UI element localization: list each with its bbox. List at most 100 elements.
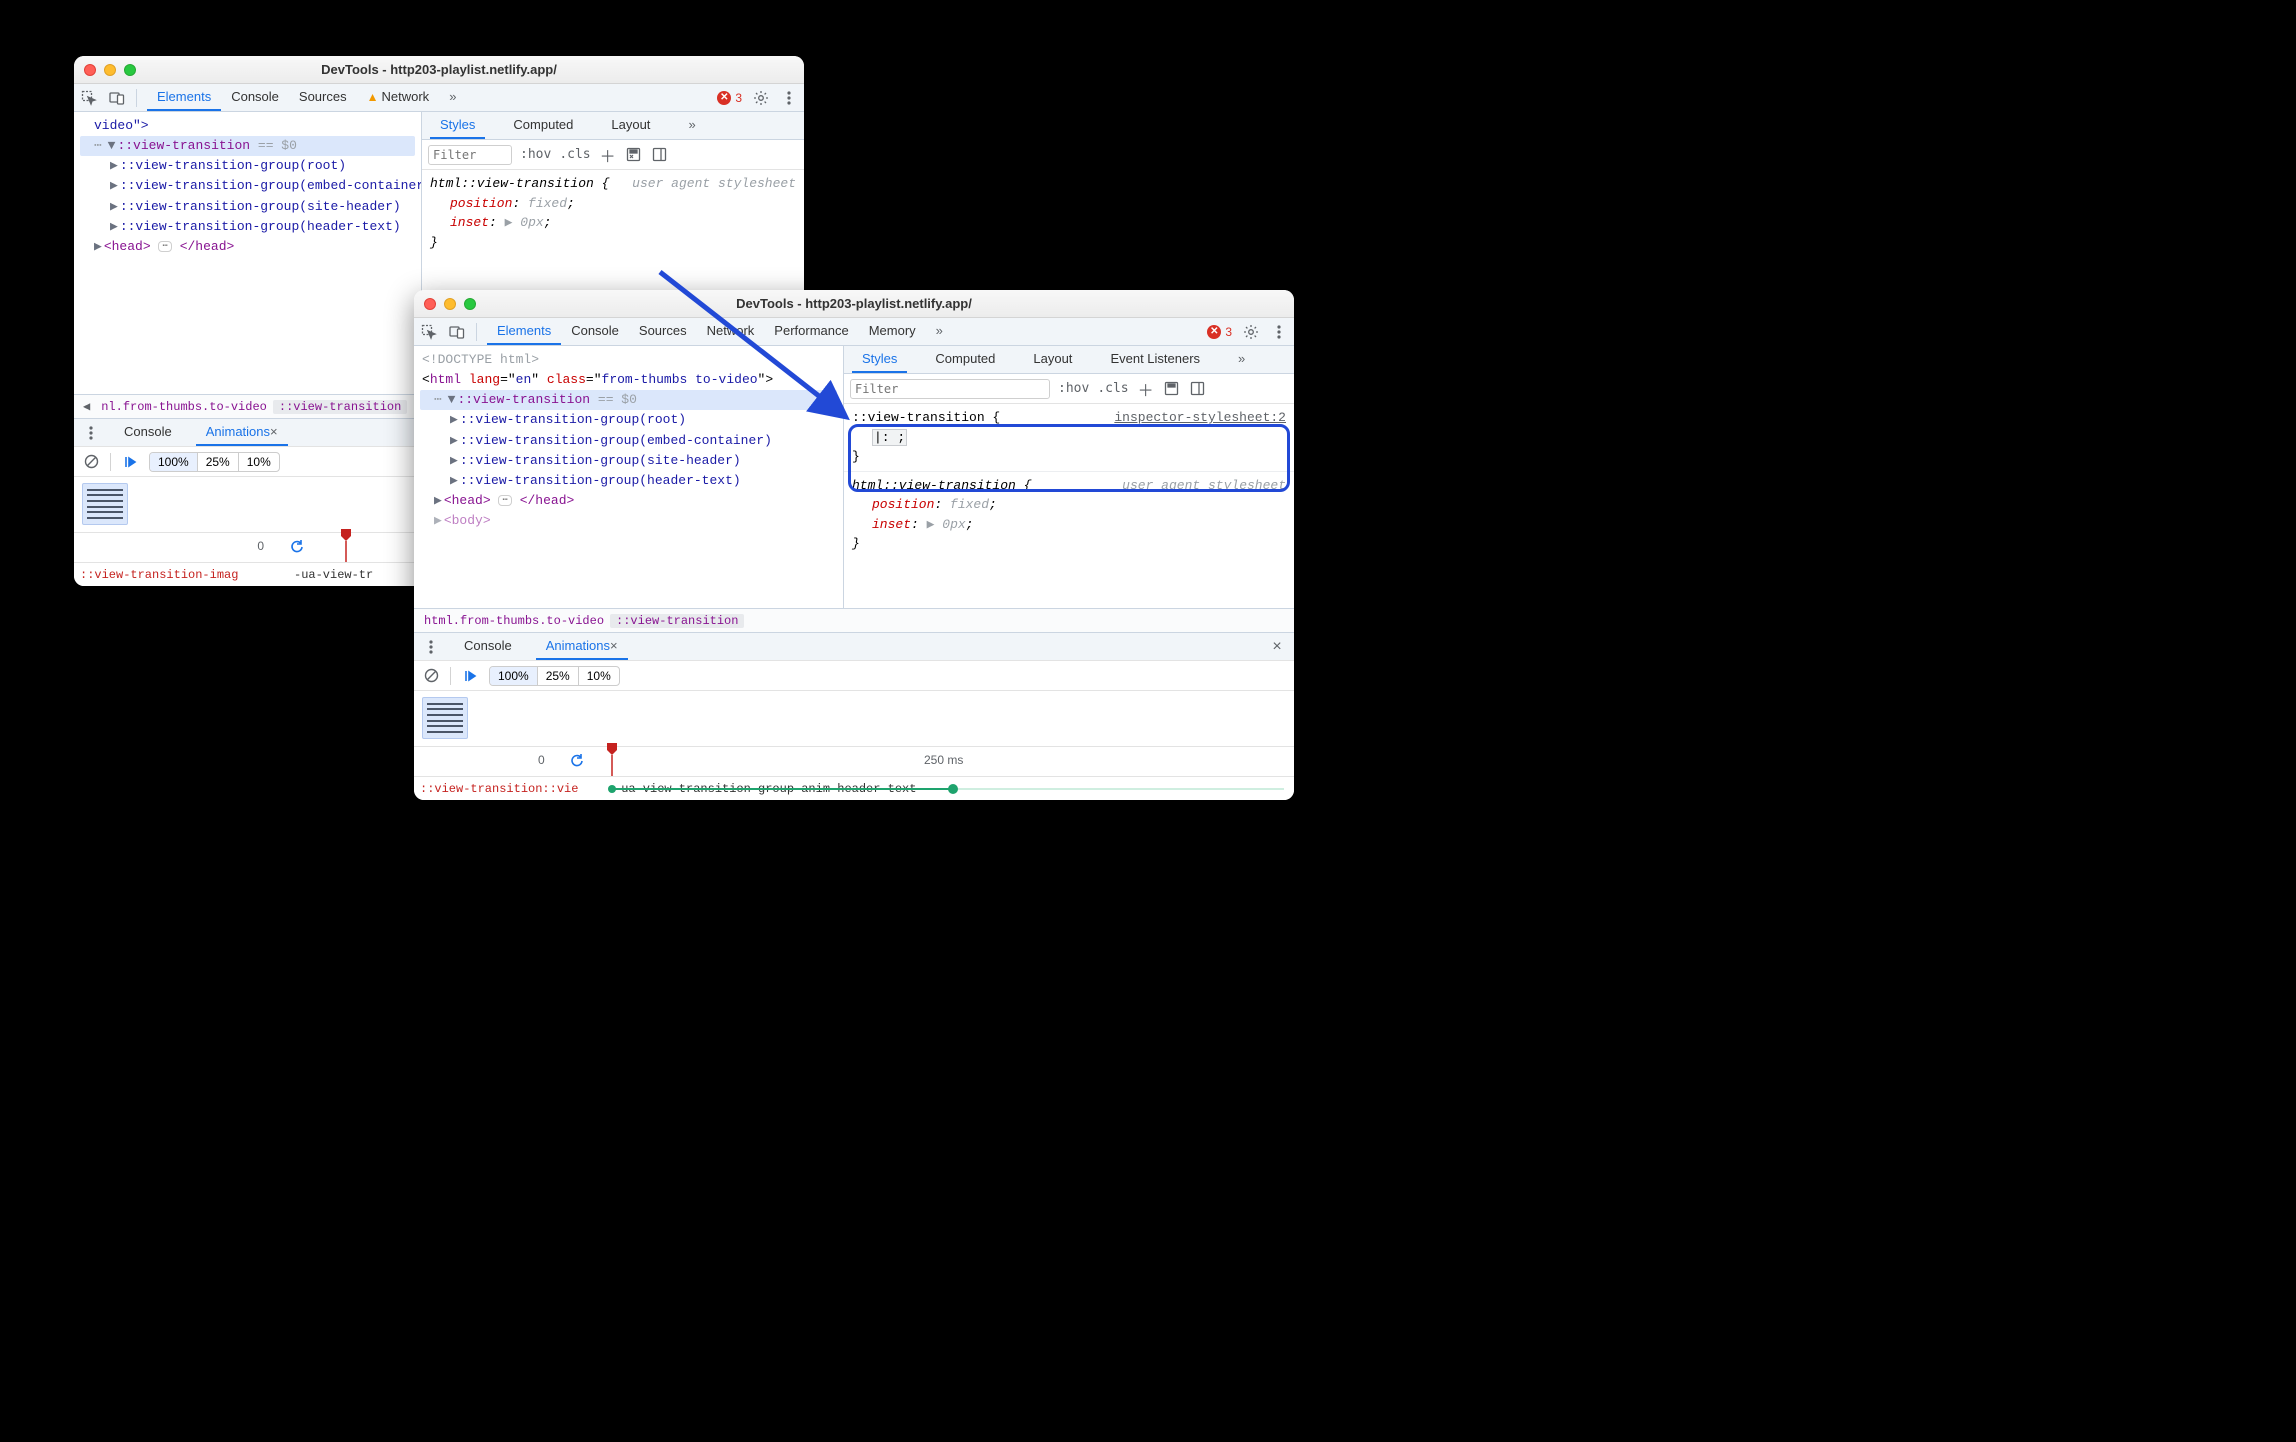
drawer-tab-animations[interactable]: Animations × [536,633,628,660]
rule-source-link[interactable]: inspector-stylesheet:2 [1114,408,1286,428]
inspect-element-icon[interactable] [420,323,438,341]
pause-resume-icon[interactable] [121,453,139,471]
tab-elements[interactable]: Elements [487,318,561,345]
tabs-overflow[interactable]: » [926,318,953,345]
speed-100[interactable]: 100% [150,453,198,471]
tabs-overflow[interactable]: » [439,84,466,111]
css-rule[interactable]: html::view-transition { user agent style… [422,170,804,256]
tab-sources[interactable]: Sources [629,318,697,345]
sidebar-tab-listeners[interactable]: Event Listeners [1100,346,1210,373]
breadcrumb[interactable]: html.from-thumbs.to-video ::view-transit… [414,608,1294,632]
dom-node[interactable]: ▶::view-transition-group(header-text) [80,217,415,237]
hov-toggle[interactable]: :hov [520,147,551,162]
animation-group-thumb[interactable] [82,483,128,525]
device-toolbar-icon[interactable] [448,323,466,341]
anim-track[interactable] [612,788,1284,790]
speed-100[interactable]: 100% [490,667,538,685]
crumb-scroll-left-icon[interactable]: ◀ [78,399,95,414]
dom-tree[interactable]: <!DOCTYPE html> <html lang="en" class="f… [414,346,844,608]
tab-elements[interactable]: Elements [147,84,221,111]
tab-console[interactable]: Console [221,84,289,111]
settings-icon[interactable] [1242,323,1260,341]
animation-row[interactable]: ::view-transition::vie -ua-view-transiti… [414,776,1294,800]
animation-groups[interactable] [414,690,1294,746]
sidebar-tab-styles[interactable]: Styles [852,346,907,373]
css-inspector-rule[interactable]: ::view-transition { inspector-stylesheet… [844,404,1294,472]
dom-node[interactable]: ▶::view-transition-group(embed-container… [80,176,415,196]
drawer-tab-animations[interactable]: Animations × [196,419,288,446]
timeline[interactable]: 0 250 ms [414,746,1294,776]
dom-node[interactable]: ▶::view-transition-group(root) [80,156,415,176]
crumb-item[interactable]: html.from-thumbs.to-video [418,614,610,628]
speed-10[interactable]: 10% [239,453,279,471]
computed-styles-icon[interactable] [1163,380,1181,398]
toggle-sidebar-icon[interactable] [651,146,669,164]
kebab-menu-icon[interactable] [780,89,798,107]
animation-group-thumb[interactable] [422,697,468,739]
dom-node[interactable]: ▶::view-transition-group(header-text) [420,471,837,491]
dom-node-head[interactable]: ▶<head> ⋯ </head> [80,237,415,257]
sidebar-tabs-overflow[interactable]: » [678,112,705,139]
inspect-element-icon[interactable] [80,89,98,107]
error-counter[interactable]: ✕ 3 [717,91,742,105]
styles-filter-input[interactable] [428,145,512,165]
crumb-item[interactable]: nl.from-thumbs.to-video [95,400,273,414]
tab-console[interactable]: Console [561,318,629,345]
hov-toggle[interactable]: :hov [1058,381,1089,396]
kebab-menu-icon[interactable] [1270,323,1288,341]
speed-25[interactable]: 25% [198,453,239,471]
tab-network[interactable]: Network [697,318,765,345]
close-tab-icon[interactable]: × [610,638,618,653]
playback-speed[interactable]: 100% 25% 10% [489,666,620,686]
clear-icon[interactable] [82,453,100,471]
sidebar-tab-styles[interactable]: Styles [430,112,485,139]
anim-name: -ua-view-tr [264,568,373,582]
dom-node[interactable]: ▶::view-transition-group(root) [420,410,837,430]
crumb-item-active[interactable]: ::view-transition [273,400,407,414]
cls-toggle[interactable]: .cls [1097,381,1128,396]
dom-selected-node[interactable]: ⋯ ▼::view-transition == $0 [420,390,837,410]
dom-node-body[interactable]: ▶<body> [420,511,837,531]
tab-sources[interactable]: Sources [289,84,357,111]
dom-node[interactable]: ▶::view-transition-group(site-header) [420,451,837,471]
tab-performance[interactable]: Performance [764,318,858,345]
dom-selected-node[interactable]: ⋯ ▼::view-transition == $0 [80,136,415,156]
replay-icon[interactable] [288,537,306,555]
cls-toggle[interactable]: .cls [559,147,590,162]
sidebar-tab-computed[interactable]: Computed [503,112,583,139]
drawer-tab-console[interactable]: Console [114,419,182,446]
replay-icon[interactable] [568,751,586,769]
drawer-tab-console[interactable]: Console [454,633,522,660]
sidebar-tab-layout[interactable]: Layout [1023,346,1082,373]
dom-node-head[interactable]: ▶<head> ⋯ </head> [420,491,837,511]
clear-icon[interactable] [422,667,440,685]
new-rule-icon[interactable]: ＋ [1137,380,1155,398]
sidebar-tab-computed[interactable]: Computed [925,346,1005,373]
speed-25[interactable]: 25% [538,667,579,685]
settings-icon[interactable] [752,89,770,107]
toggle-sidebar-icon[interactable] [1189,380,1207,398]
pause-resume-icon[interactable] [461,667,479,685]
dom-tree[interactable]: video"> ⋯ ▼::view-transition == $0 ▶::vi… [74,112,422,394]
dom-node[interactable]: ▶::view-transition-group(site-header) [80,197,415,217]
tab-network[interactable]: ▲Network [357,84,440,111]
device-toolbar-icon[interactable] [108,89,126,107]
dom-node[interactable]: ▶::view-transition-group(embed-container… [420,431,837,451]
close-tab-icon[interactable]: × [270,424,278,439]
dom-html-tag[interactable]: <html lang="en" class="from-thumbs to-vi… [420,370,837,390]
playback-speed[interactable]: 100% 25% 10% [149,452,280,472]
styles-filter-input[interactable] [850,379,1050,399]
sidebar-tabs-overflow[interactable]: » [1228,346,1255,373]
drawer-kebab-icon[interactable] [82,424,100,442]
new-rule-icon[interactable]: ＋ [599,146,617,164]
error-counter[interactable]: ✕ 3 [1207,325,1232,339]
computed-styles-icon[interactable] [625,146,643,164]
crumb-item-active[interactable]: ::view-transition [610,614,744,628]
drawer-kebab-icon[interactable] [422,638,440,656]
close-drawer-icon[interactable]: × [1268,638,1286,656]
tab-memory[interactable]: Memory [859,318,926,345]
speed-10[interactable]: 10% [579,667,619,685]
css-ua-rule[interactable]: html::view-transition { user agent style… [844,472,1294,558]
editing-property-input[interactable]: |: ; [872,429,907,446]
sidebar-tab-layout[interactable]: Layout [601,112,660,139]
